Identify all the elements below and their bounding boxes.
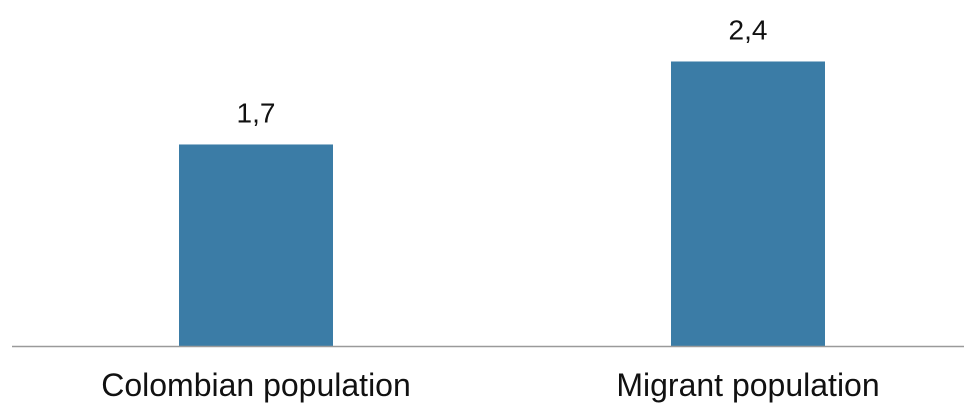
category-labels-group: Colombian population Migrant population — [101, 367, 879, 403]
bars-group — [179, 61, 825, 347]
value-labels-group: 1,7 2,4 — [237, 14, 768, 128]
bar-colombian-population — [179, 144, 333, 346]
bar-migrant-population — [671, 61, 825, 347]
data-label-colombian-population: 1,7 — [237, 97, 276, 128]
category-label-colombian-population: Colombian population — [101, 367, 411, 403]
category-label-migrant-population: Migrant population — [616, 367, 879, 403]
data-label-migrant-population: 2,4 — [729, 14, 768, 45]
